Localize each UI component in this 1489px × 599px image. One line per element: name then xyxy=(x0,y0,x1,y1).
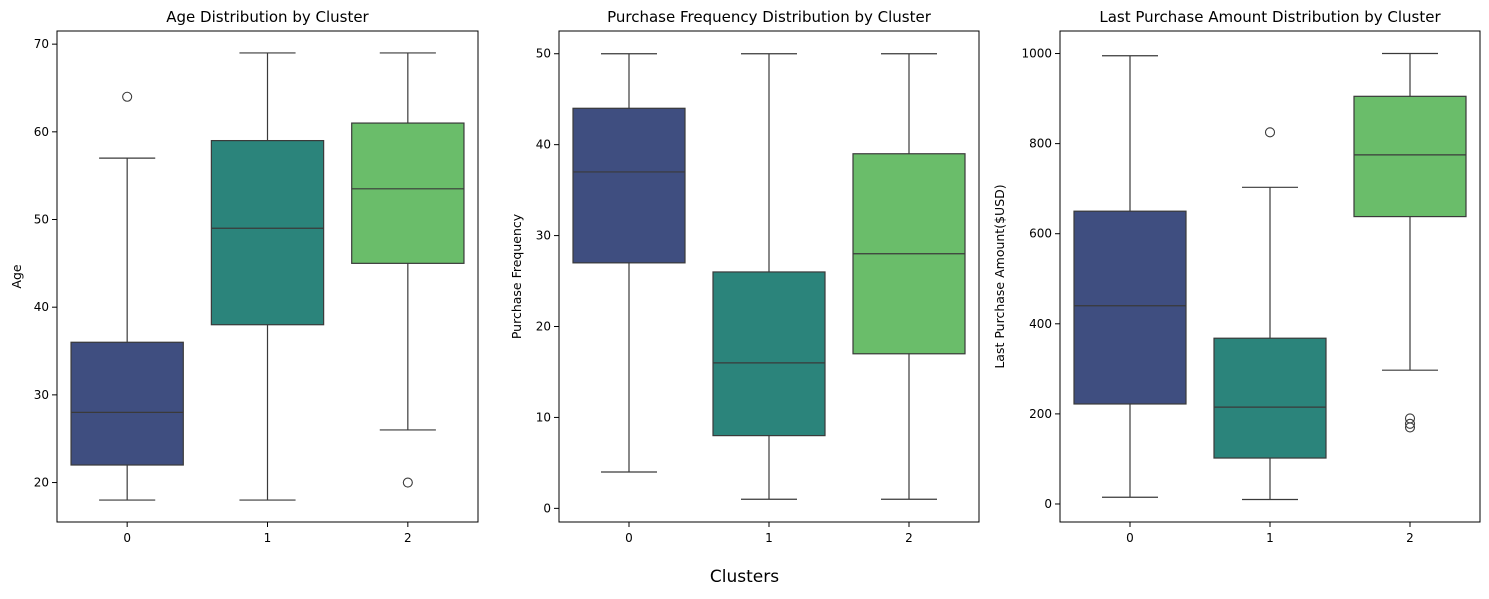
x-tick-label: 1 xyxy=(264,531,272,545)
chart-title: Purchase Frequency Distribution by Clust… xyxy=(607,8,932,26)
outlier-point xyxy=(402,477,413,488)
y-tick-label: 30 xyxy=(34,388,49,402)
box-cluster-0 xyxy=(572,107,686,264)
y-tick-label: 40 xyxy=(34,300,49,314)
y-tick-label: 70 xyxy=(34,37,49,51)
y-axis-label: Last Purchase Amount($USD) xyxy=(992,184,1007,368)
y-tick-label: 60 xyxy=(34,125,49,139)
y-tick-label: 40 xyxy=(536,138,551,152)
y-tick-label: 600 xyxy=(1029,227,1052,241)
chart-panel-2: 0 200 400 600 800 1000 0 1 2 Last Purchase Amount… xyxy=(992,8,1481,545)
y-axis-label: Purchase Frequency xyxy=(509,213,524,339)
box-cluster-2 xyxy=(1353,95,1467,218)
x-tick-label: 1 xyxy=(1266,531,1274,545)
y-tick-label: 0 xyxy=(1044,497,1052,511)
chart-panel-1: 0 10 20 30 40 50 0 1 2 Purchase Frequency Distrib… xyxy=(509,8,980,545)
x-tick-label: 0 xyxy=(625,531,633,545)
y-tick-label: 50 xyxy=(34,213,49,227)
x-tick-label: 0 xyxy=(1126,531,1134,545)
outlier-point xyxy=(122,91,133,102)
figure-xlabel: Clusters xyxy=(709,567,780,587)
y-tick-label: 1000 xyxy=(1021,47,1052,61)
box-cluster-1 xyxy=(1213,337,1327,459)
y-tick-label: 20 xyxy=(34,476,49,490)
box-cluster-0 xyxy=(70,341,184,466)
y-axis-label: Age xyxy=(9,264,24,288)
chart-panel-0: 20 30 40 50 60 70 0 1 2 Age Distribution by Clust… xyxy=(9,8,479,545)
y-tick-label: 800 xyxy=(1029,137,1052,151)
y-tick-label: 400 xyxy=(1029,317,1052,331)
y-tick-label: 10 xyxy=(536,410,551,424)
x-tick-label: 2 xyxy=(404,531,412,545)
outlier-point xyxy=(1404,418,1416,429)
y-tick-label: 20 xyxy=(536,320,551,334)
x-tick-label: 1 xyxy=(765,531,773,545)
outlier-point xyxy=(1404,422,1416,433)
x-tick-label: 2 xyxy=(1406,531,1414,545)
outlier-point xyxy=(1264,127,1276,138)
x-tick-label: 2 xyxy=(905,531,913,545)
chart-title: Age Distribution by Cluster xyxy=(166,8,369,26)
y-tick-label: 50 xyxy=(536,47,551,61)
box-cluster-1 xyxy=(712,271,826,437)
box-cluster-0 xyxy=(1073,210,1187,405)
outlier-point xyxy=(1404,413,1416,424)
x-tick-label: 0 xyxy=(123,531,131,545)
y-tick-label: 0 xyxy=(543,501,551,515)
chart-title: Last Purchase Amount Distribution by Clu… xyxy=(1099,8,1441,26)
box-cluster-1 xyxy=(210,139,325,326)
y-tick-label: 30 xyxy=(536,229,551,243)
box-cluster-2 xyxy=(351,122,465,264)
y-tick-label: 200 xyxy=(1029,407,1052,421)
